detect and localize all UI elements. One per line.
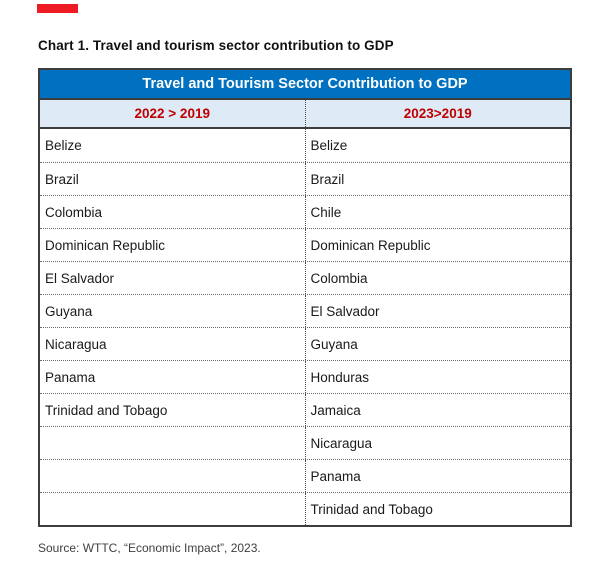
chart-title: Chart 1. Travel and tourism sector contr… (38, 38, 394, 53)
table-row: Dominican Republic Dominican Republic (40, 228, 570, 261)
table-cell: Colombia (45, 204, 103, 220)
table-row: Panama (40, 459, 570, 492)
table-cell: Nicaragua (45, 336, 107, 352)
table-row: Colombia Chile (40, 195, 570, 228)
table-cell: Colombia (304, 262, 571, 294)
travel-tourism-table: Travel and Tourism Sector Contribution t… (38, 68, 572, 527)
table-body: Belize Belize Brazil Brazil Colombia Chi… (40, 129, 570, 525)
table-row: El Salvador Colombia (40, 261, 570, 294)
table-row: Trinidad and Tobago Jamaica (40, 393, 570, 426)
table-row: Nicaragua Guyana (40, 327, 570, 360)
table-cell (40, 427, 305, 459)
table-cell: Panama (45, 369, 96, 385)
column-header-2022-2019: 2022 > 2019 (134, 106, 210, 121)
table-cell: Trinidad and Tobago (45, 402, 168, 418)
table-subheader-row: 2022 > 2019 2023>2019 (40, 100, 570, 129)
table-cell: El Salvador (304, 295, 571, 327)
table-cell: Dominican Republic (45, 237, 166, 253)
column-header-2023-2019: 2023>2019 (304, 100, 571, 127)
table-cell: Brazil (304, 163, 571, 195)
table-cell: Guyana (45, 303, 93, 319)
table-row: Panama Honduras (40, 360, 570, 393)
table-cell: Honduras (304, 361, 571, 393)
table-cell: Jamaica (304, 394, 571, 426)
top-red-bar (37, 4, 78, 13)
table-row: Belize Belize (40, 129, 570, 162)
table-cell (40, 493, 305, 525)
table-cell: Chile (304, 196, 571, 228)
table-row: Brazil Brazil (40, 162, 570, 195)
table-cell: Nicaragua (304, 427, 571, 459)
table-header-banner: Travel and Tourism Sector Contribution t… (40, 70, 570, 100)
table-cell: Belize (45, 138, 82, 153)
table-cell (40, 460, 305, 492)
table-row: Guyana El Salvador (40, 294, 570, 327)
table-cell: Belize (304, 129, 571, 162)
table-cell: Panama (304, 460, 571, 492)
table-cell: Brazil (45, 171, 79, 187)
table-cell: Trinidad and Tobago (304, 493, 571, 525)
table-row: Trinidad and Tobago (40, 492, 570, 525)
table-cell: Guyana (304, 328, 571, 360)
source-note: Source: WTTC, “Economic Impact”, 2023. (38, 541, 261, 555)
table-row: Nicaragua (40, 426, 570, 459)
table-cell: Dominican Republic (304, 229, 571, 261)
table-cell: El Salvador (45, 270, 115, 286)
